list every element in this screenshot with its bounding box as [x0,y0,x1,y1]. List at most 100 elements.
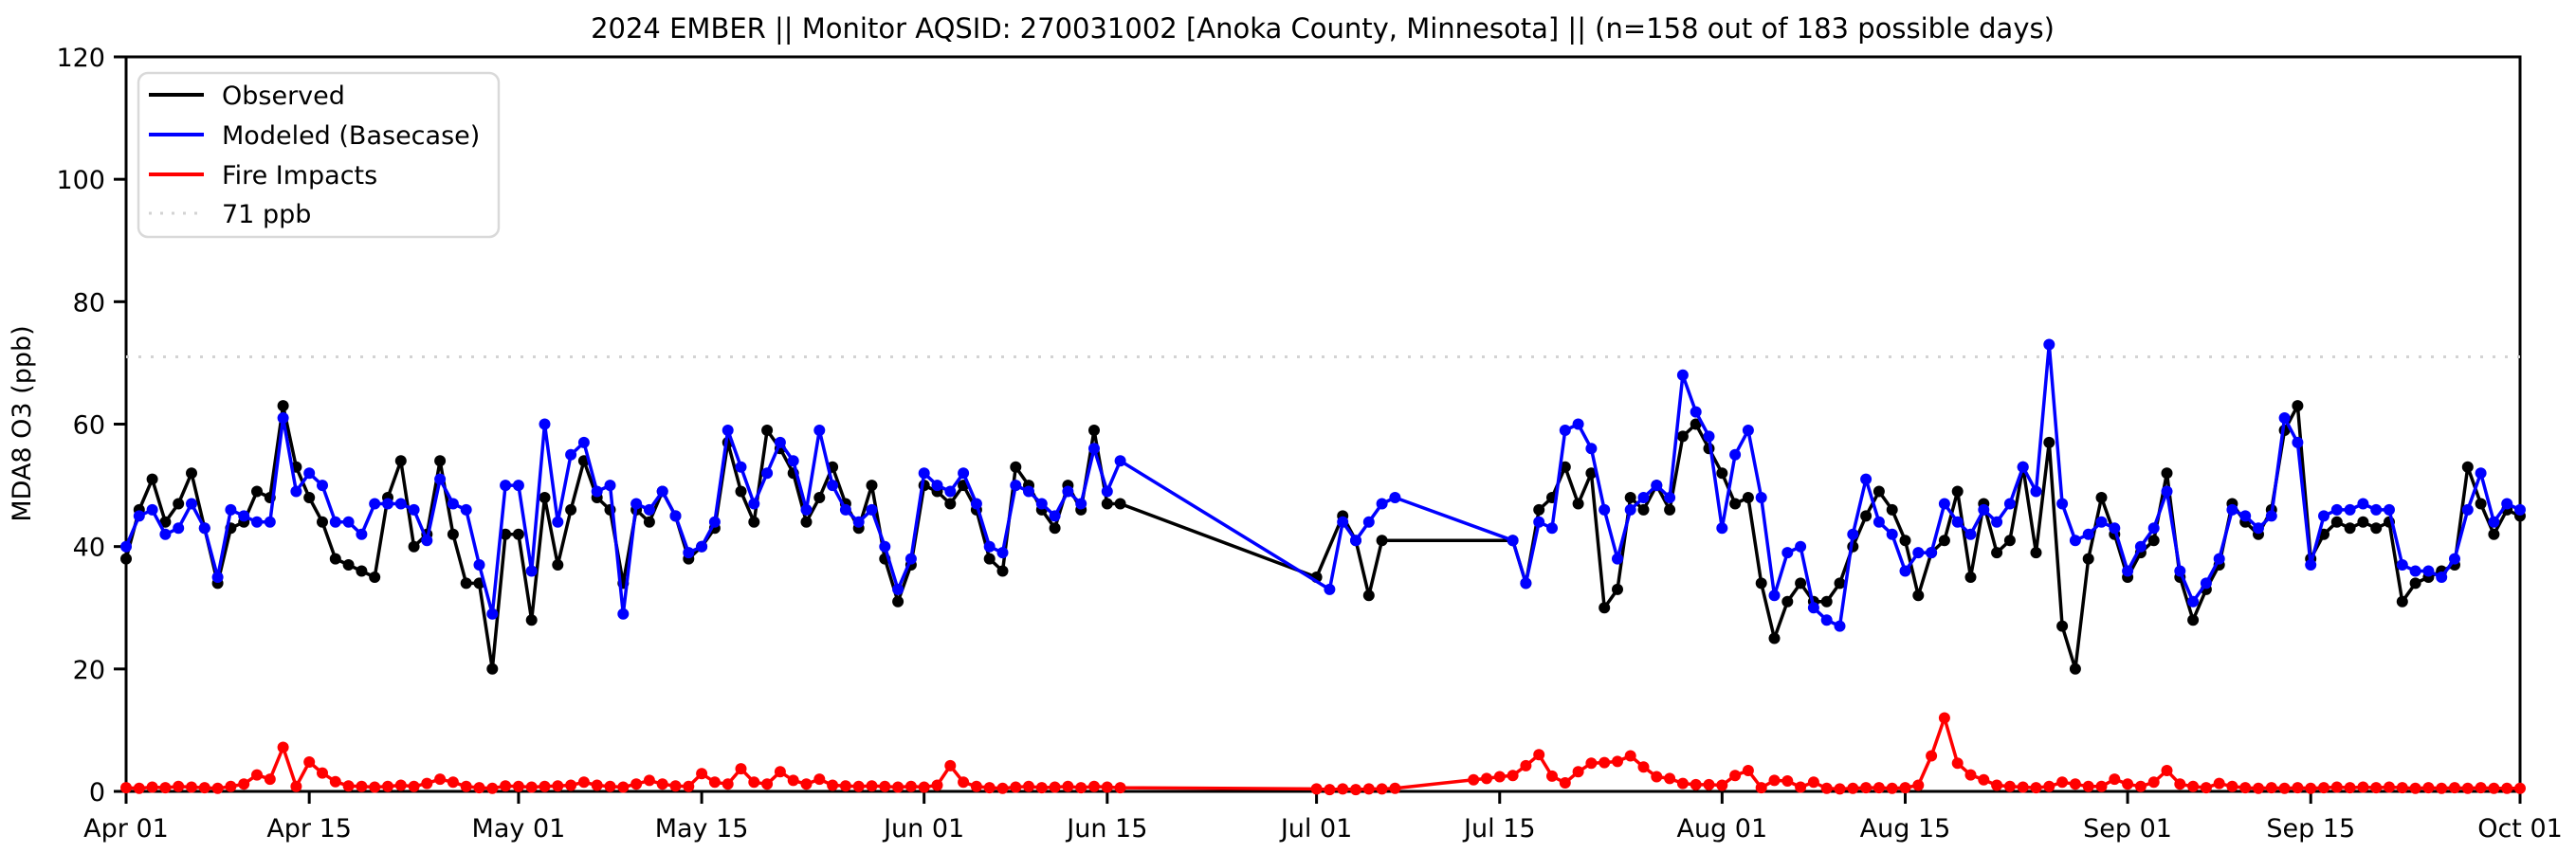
data-point [708,516,721,528]
data-point [761,467,774,480]
data-point [1886,782,1898,794]
data-point [2501,498,2513,510]
data-point [1820,595,1833,608]
data-point [539,780,551,792]
data-point [2396,782,2408,794]
data-point [2384,781,2395,793]
data-point [1612,583,1623,595]
data-point [643,503,655,516]
data-point [2226,780,2238,792]
data-point [369,781,381,793]
data-point [1964,572,1977,583]
data-point [1599,756,1611,769]
data-point [2017,461,2029,473]
data-point [958,776,970,789]
legend-label-fire: Fire Impacts [222,161,377,191]
data-point [1690,418,1702,430]
data-point [460,780,472,792]
data-point [1729,770,1742,782]
data-point [1795,540,1807,553]
data-point [369,498,381,510]
data-point [382,780,393,792]
data-point [630,778,643,790]
data-point [787,455,799,467]
data-point [1664,492,1676,503]
series-line-0 [124,404,2522,671]
data-point [2409,577,2421,590]
data-point [2305,559,2317,571]
data-point [669,510,682,522]
data-point [1585,757,1598,770]
data-point [813,492,826,503]
data-point [2069,535,2081,547]
data-point [500,480,512,492]
data-point [1049,522,1061,535]
data-point [2461,461,2474,473]
data-point [1964,528,1977,540]
data-point [656,485,668,498]
data-point [2147,776,2160,789]
data-point [447,776,459,789]
data-point [918,781,930,793]
data-point [1886,503,1898,516]
x-tick-label: Jul 15 [1462,814,1536,844]
data-point [577,436,590,448]
data-point [1572,498,1584,510]
data-point [1807,602,1819,614]
data-point [1873,782,1885,794]
data-point [1088,443,1100,455]
data-point [708,776,721,789]
data-point [1690,778,1702,790]
data-point [1624,492,1636,503]
data-point [1964,769,1977,781]
data-point [1520,577,1532,590]
data-point [2436,782,2448,794]
data-point [1834,783,1846,795]
data-point [460,503,472,516]
data-point [1938,535,1950,547]
data-point [2292,400,2304,412]
data-point [1624,503,1636,516]
data-point [159,528,172,540]
data-point [813,425,826,436]
data-point [2370,522,2383,535]
data-point [2409,565,2421,577]
data-point [1873,516,1885,528]
data-point [447,528,459,540]
data-point [2095,780,2108,792]
data-point [1612,553,1623,565]
data-point [1991,779,2003,791]
y-tick-label: 100 [56,166,105,195]
data-point [1468,773,1480,786]
data-point [1873,485,1885,498]
data-point [1912,779,1925,791]
x-tick-label: Jun 01 [882,814,964,844]
data-point [1703,430,1715,443]
data-point [1716,522,1728,535]
data-point [944,498,957,510]
data-point [2514,782,2526,794]
data-point [2449,553,2460,565]
data-point [238,778,250,790]
data-point [329,553,341,565]
data-point [225,503,237,516]
data-point [2461,782,2474,794]
data-point [1559,425,1571,436]
data-point [552,559,564,571]
data-point [186,498,197,510]
data-point [2161,467,2173,480]
y-tick-label: 60 [73,411,105,441]
data-point [1507,770,1519,782]
data-point [1075,498,1087,510]
data-point [1768,590,1781,602]
data-point [486,662,499,675]
data-point [356,528,368,540]
data-point [696,768,708,780]
y-axis-label: MDA8 O3 (ppb) [8,325,37,521]
data-point [277,412,289,424]
data-point [434,455,447,467]
data-point [290,485,302,498]
data-point [198,782,210,794]
data-point [1637,761,1650,773]
legend: Observed Modeled (Basecase) Fire Impacts… [137,71,501,239]
